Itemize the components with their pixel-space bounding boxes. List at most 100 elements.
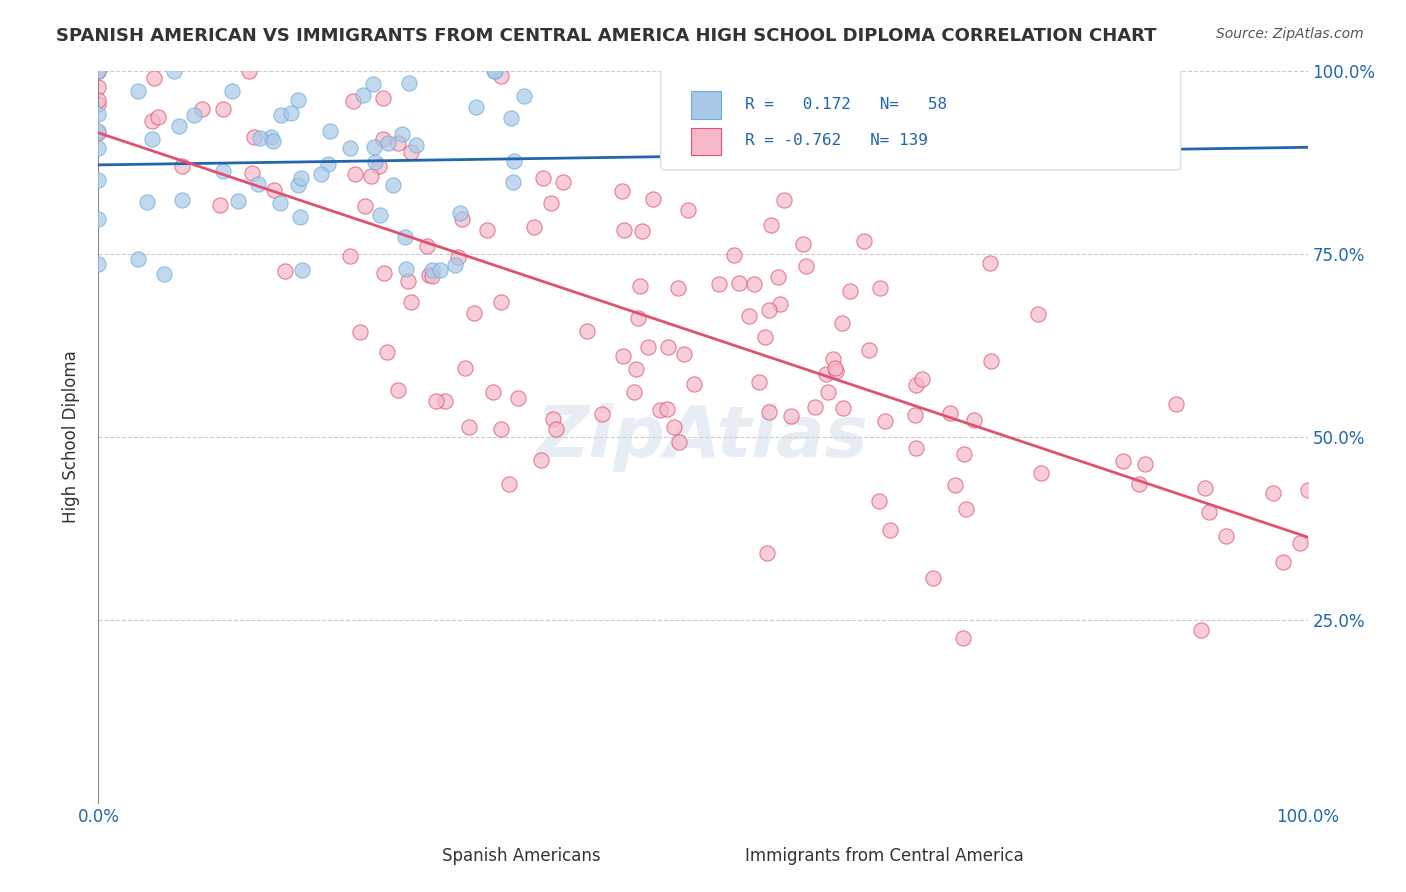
pink bbox=[87, 97, 110, 112]
pink bbox=[804, 401, 827, 415]
pink bbox=[963, 412, 986, 426]
Text: R = -0.762   N= 139: R = -0.762 N= 139 bbox=[745, 133, 928, 148]
blue bbox=[484, 64, 506, 78]
pink bbox=[1029, 466, 1052, 480]
pink bbox=[938, 405, 960, 419]
pink bbox=[342, 94, 364, 108]
pink bbox=[387, 384, 409, 398]
pink bbox=[1026, 306, 1049, 320]
pink bbox=[903, 408, 925, 422]
blue bbox=[87, 107, 110, 121]
pink bbox=[458, 420, 481, 434]
pink bbox=[624, 362, 647, 376]
blue bbox=[391, 127, 413, 141]
pink bbox=[1166, 397, 1188, 411]
pink bbox=[87, 93, 110, 107]
blue bbox=[394, 230, 416, 244]
blue bbox=[211, 163, 233, 178]
pink bbox=[662, 420, 685, 434]
pink bbox=[610, 184, 633, 198]
pink bbox=[655, 402, 678, 417]
pink bbox=[87, 79, 110, 94]
blue bbox=[291, 263, 314, 277]
Text: Spanish Americans: Spanish Americans bbox=[443, 847, 600, 864]
Text: Immigrants from Central America: Immigrants from Central America bbox=[745, 847, 1024, 864]
Bar bbox=[727, 836, 758, 858]
pink bbox=[666, 280, 689, 294]
blue bbox=[87, 141, 110, 155]
pink bbox=[831, 316, 853, 330]
blue bbox=[262, 135, 284, 149]
pink bbox=[904, 442, 927, 456]
pink bbox=[979, 256, 1001, 270]
pink bbox=[506, 391, 529, 405]
pink bbox=[543, 412, 565, 426]
pink bbox=[274, 264, 297, 278]
pink bbox=[212, 102, 235, 116]
pink bbox=[238, 64, 260, 78]
pink bbox=[576, 324, 599, 338]
pink bbox=[824, 363, 846, 377]
blue bbox=[420, 263, 443, 277]
pink bbox=[475, 223, 498, 237]
pink bbox=[143, 71, 166, 86]
blue bbox=[513, 89, 536, 103]
pink bbox=[1189, 623, 1212, 637]
pink bbox=[873, 414, 896, 428]
pink bbox=[868, 493, 890, 508]
pink bbox=[482, 385, 505, 400]
blue bbox=[395, 261, 418, 276]
pink bbox=[943, 478, 966, 492]
pink bbox=[540, 196, 562, 211]
Bar bbox=[377, 836, 406, 858]
pink bbox=[399, 295, 422, 310]
pink bbox=[1271, 555, 1294, 569]
blue bbox=[287, 178, 309, 193]
pink bbox=[631, 224, 654, 238]
pink bbox=[754, 330, 776, 344]
pink bbox=[1194, 481, 1216, 495]
Bar bbox=[690, 92, 721, 119]
pink bbox=[544, 422, 567, 436]
pink bbox=[742, 277, 765, 291]
pink bbox=[170, 159, 193, 173]
pink bbox=[425, 394, 447, 409]
pink bbox=[627, 311, 650, 326]
pink bbox=[953, 447, 976, 461]
blue bbox=[226, 194, 249, 208]
pink bbox=[451, 211, 474, 226]
Text: SPANISH AMERICAN VS IMMIGRANTS FROM CENTRAL AMERICA HIGH SCHOOL DIPLOMA CORRELAT: SPANISH AMERICAN VS IMMIGRANTS FROM CENT… bbox=[56, 27, 1157, 45]
blue bbox=[87, 64, 110, 78]
pink bbox=[1128, 477, 1150, 491]
pink bbox=[922, 572, 945, 586]
blue bbox=[141, 132, 163, 146]
blue bbox=[502, 175, 524, 189]
pink bbox=[628, 279, 651, 293]
pink bbox=[673, 347, 696, 361]
pink bbox=[349, 325, 371, 339]
pink bbox=[87, 64, 110, 78]
blue bbox=[269, 195, 291, 210]
pink bbox=[668, 435, 690, 450]
Y-axis label: High School Diploma: High School Diploma bbox=[62, 351, 80, 524]
blue bbox=[361, 78, 384, 92]
pink bbox=[817, 385, 839, 400]
pink bbox=[489, 295, 512, 310]
pink bbox=[768, 139, 790, 153]
pink bbox=[613, 223, 636, 237]
pink bbox=[727, 277, 749, 291]
pink bbox=[387, 136, 409, 150]
blue bbox=[136, 195, 159, 210]
pink bbox=[447, 250, 470, 264]
blue bbox=[364, 155, 387, 169]
blue bbox=[290, 170, 312, 185]
pink bbox=[87, 126, 110, 140]
Bar bbox=[690, 128, 721, 155]
blue bbox=[87, 173, 110, 187]
blue bbox=[363, 139, 385, 153]
blue bbox=[352, 87, 374, 102]
pink bbox=[591, 407, 613, 421]
pink bbox=[773, 194, 796, 208]
blue bbox=[87, 124, 110, 138]
blue bbox=[183, 108, 205, 122]
